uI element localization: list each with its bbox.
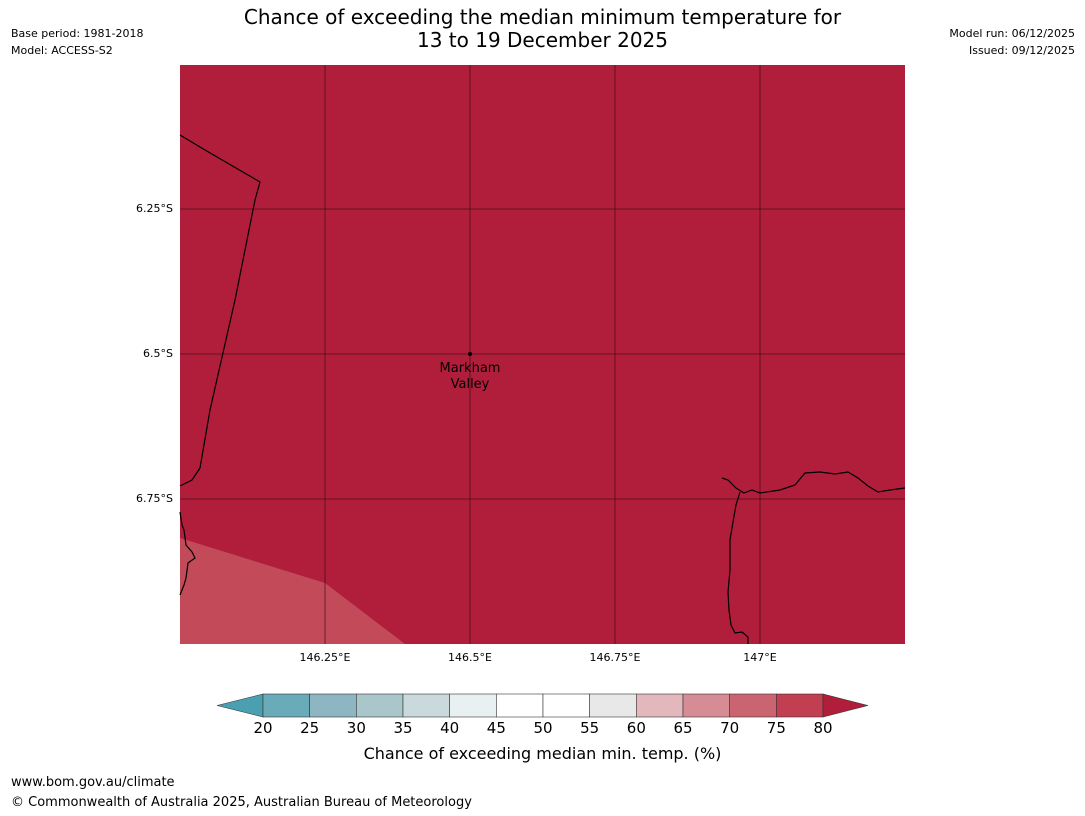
lon-label-146-5e: 146.5°E [448, 651, 492, 664]
lat-label-6-25s: 6.25°S [136, 202, 173, 215]
place-marker [468, 352, 472, 356]
lat-label-6-5s: 6.5°S [143, 347, 173, 360]
coastline-southwest [179, 511, 196, 596]
lon-label-146-25e: 146.25°E [299, 651, 351, 664]
colorbar-segment [309, 693, 357, 718]
colorbar-segment [496, 693, 544, 718]
colorbar-tick-label: 40 [440, 719, 460, 737]
colorbar-tick-label: 50 [533, 719, 553, 737]
coastline-river [727, 491, 749, 644]
graticule [180, 65, 905, 644]
lon-label-146-75e: 146.75°E [589, 651, 641, 664]
colorbar-tick-label: 25 [300, 719, 320, 737]
colorbar-segment [776, 693, 824, 718]
meta-right: Model run: 06/12/2025 Issued: 09/12/2025 [949, 25, 1075, 59]
colorbar-tick-label: 55 [580, 719, 600, 737]
colorbar-extend-high [822, 693, 869, 718]
colorbar-tick-label: 20 [253, 719, 273, 737]
boundary-line-west [179, 134, 261, 487]
base-period-text: Base period: 1981-2018 [11, 27, 144, 40]
probability-region-lower [180, 538, 405, 644]
colorbar-tick-label: 30 [346, 719, 366, 737]
colorbar-segment [356, 693, 404, 718]
colorbar-tick-label: 35 [393, 719, 413, 737]
place-label-line1: Markham [440, 361, 501, 376]
colorbar-segment [542, 693, 590, 718]
model-run-text: Model run: 06/12/2025 [949, 27, 1075, 40]
footer-copyright: © Commonwealth of Australia 2025, Austra… [11, 795, 472, 810]
colorbar-tick-label: 60 [626, 719, 646, 737]
meta-left: Base period: 1981-2018 Model: ACCESS-S2 [11, 25, 143, 59]
footer-url: www.bom.gov.au/climate [11, 775, 175, 790]
colorbar-tick-label: 75 [766, 719, 786, 737]
colorbar-segment [402, 693, 450, 718]
map-title-line1: Chance of exceeding the median minimum t… [243, 5, 842, 29]
map-title-line2: 13 to 19 December 2025 [416, 28, 668, 52]
model-text: Model: ACCESS-S2 [11, 44, 113, 57]
colorbar [216, 693, 869, 718]
colorbar-segment [636, 693, 684, 718]
map-title: Chance of exceeding the median minimum t… [0, 6, 1085, 52]
coastline-southeast [721, 471, 906, 494]
colorbar-tick-label: 65 [673, 719, 693, 737]
colorbar-segment [449, 693, 497, 718]
colorbar-extend-low [216, 693, 264, 718]
colorbar-segment [262, 693, 310, 718]
colorbar-segment [729, 693, 777, 718]
place-label-line2: Valley [451, 377, 490, 392]
lon-label-147e: 147°E [743, 651, 777, 664]
colorbar-tick-label: 70 [720, 719, 740, 737]
map-area [180, 65, 905, 644]
colorbar-tick-label: 80 [813, 719, 833, 737]
colorbar-segment [589, 693, 637, 718]
colorbar-tick-label: 45 [486, 719, 506, 737]
colorbar-segment [682, 693, 730, 718]
colorbar-label: Chance of exceeding median min. temp. (%… [363, 744, 722, 763]
boundaries [179, 134, 906, 644]
issued-text: Issued: 09/12/2025 [968, 44, 1075, 57]
lat-label-6-75s: 6.75°S [136, 492, 173, 505]
